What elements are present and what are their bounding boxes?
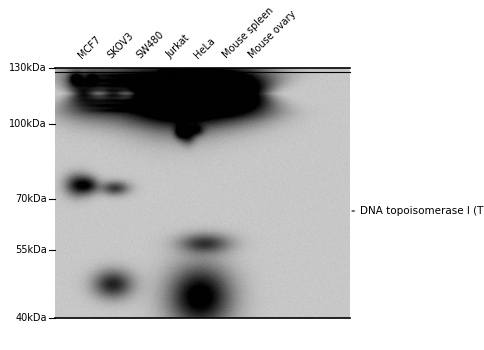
Text: Mouse spleen: Mouse spleen (221, 5, 275, 60)
Text: 70kDa: 70kDa (15, 194, 47, 204)
Text: Mouse ovary: Mouse ovary (247, 9, 298, 60)
Text: 130kDa: 130kDa (9, 63, 47, 73)
Text: Jurkat: Jurkat (165, 33, 192, 60)
Text: 40kDa: 40kDa (15, 313, 47, 323)
Text: SKOV3: SKOV3 (106, 30, 136, 60)
Text: 100kDa: 100kDa (9, 119, 47, 129)
Text: 55kDa: 55kDa (15, 245, 47, 256)
Text: HeLa: HeLa (193, 35, 217, 60)
Text: DNA topoisomerase I (TOP1): DNA topoisomerase I (TOP1) (352, 206, 484, 216)
Text: MCF7: MCF7 (76, 34, 102, 60)
Text: SW480: SW480 (135, 29, 166, 60)
